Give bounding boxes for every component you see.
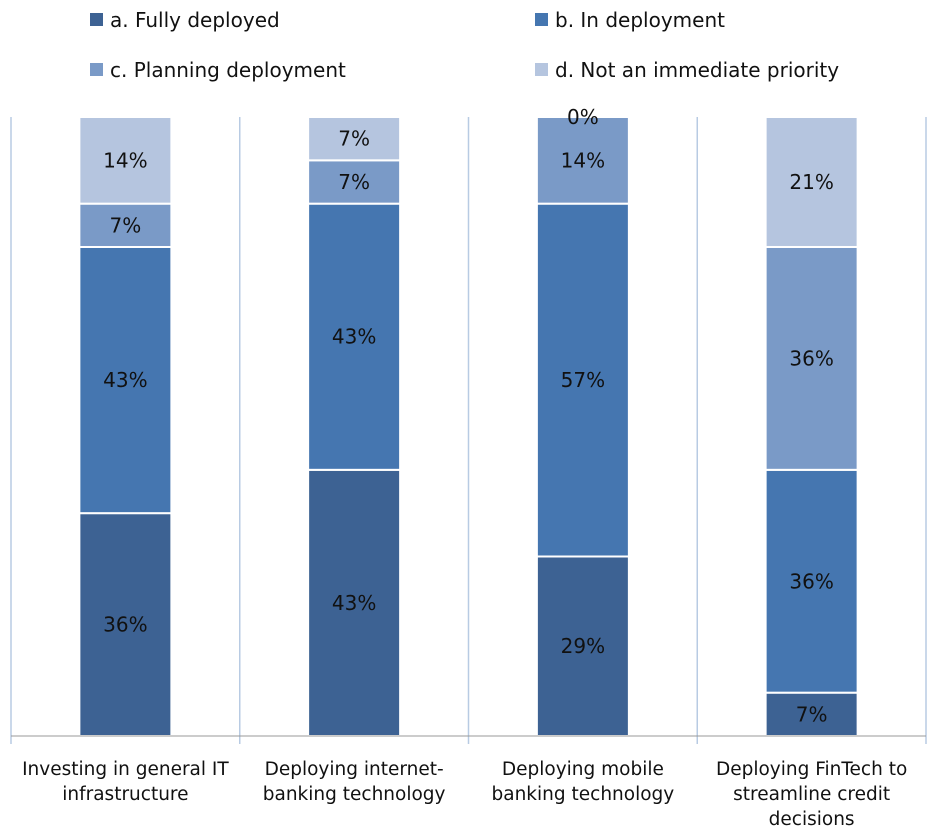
data-label-3-4: 0% (567, 105, 599, 129)
category-label-line: Deploying internet- (265, 759, 444, 780)
bar-segment-1-2 (78, 245, 173, 515)
category-label-2: Deploying internet-banking technology (263, 759, 446, 805)
category-label-line: banking technology (263, 784, 446, 805)
data-label-4-2: 36% (789, 569, 833, 593)
data-label-1-4: 14% (103, 148, 147, 172)
data-label-3-1: 29% (561, 634, 605, 658)
data-label-4-3: 36% (789, 346, 833, 370)
category-label-line: banking technology (492, 784, 675, 805)
data-label-1-3: 7% (110, 213, 142, 237)
data-label-2-3: 7% (338, 170, 370, 194)
category-label-line: decisions (769, 809, 855, 830)
legend-swatch-2 (535, 13, 548, 26)
bar-segment-4-4 (764, 116, 859, 248)
bar-segment-3-3 (535, 116, 630, 205)
category-label-line: Investing in general IT (22, 759, 229, 780)
category-label-4: Deploying FinTech to streamline credit dec… (716, 759, 907, 830)
legend-swatch-1 (90, 13, 103, 26)
category-labels: Investing in general IT infrastructure Dep… (22, 759, 907, 830)
category-label-line: infrastructure (62, 784, 188, 805)
bar-segment-4-2 (764, 468, 859, 694)
bar-segment-3-2 (535, 202, 630, 558)
category-separators (10, 117, 927, 744)
category-label-1: Investing in general IT infrastructure (22, 759, 229, 805)
bar-segment-2-4 (307, 116, 402, 162)
legend-label-3: c. Planning deployment (110, 58, 346, 82)
bars: 36% 43% 7% 14% 43% 43% 7% 7% 29% 57% 14% 0% 7% 36% 36%… (78, 105, 859, 737)
bar-segment-2-2 (307, 202, 402, 471)
data-label-4-4: 21% (789, 170, 833, 194)
category-label-3: Deploying mobile banking technology (492, 759, 675, 805)
bar-segment-1-4 (78, 116, 173, 205)
bar-segment-1-1 (78, 512, 173, 737)
legend: a. Fully deployed b. In deployment c. Plan… (90, 8, 839, 82)
data-label-2-4: 7% (338, 127, 370, 151)
data-label-4-1: 7% (796, 702, 828, 726)
category-label-line: Deploying FinTech to (716, 759, 907, 780)
data-label-2-2: 43% (332, 325, 376, 349)
legend-label-1: a. Fully deployed (110, 8, 280, 32)
bar-segment-2-1 (307, 468, 402, 737)
category-label-line: Deploying mobile (502, 759, 664, 780)
category-label-line: streamline credit (733, 784, 890, 805)
data-label-3-2: 57% (561, 368, 605, 392)
bar-segment-4-3 (764, 245, 859, 471)
legend-swatch-3 (90, 63, 103, 76)
bar-segment-3-1 (535, 555, 630, 737)
data-label-3-3: 14% (561, 148, 605, 172)
legend-label-2: b. In deployment (555, 8, 725, 32)
data-label-1-2: 43% (103, 368, 147, 392)
legend-label-4: d. Not an immediate priority (555, 58, 839, 82)
data-label-1-1: 36% (103, 613, 147, 637)
bar-segment-2-3 (307, 159, 402, 205)
bar-segment-4-1 (764, 691, 859, 737)
bar-segment-1-3 (78, 202, 173, 248)
data-label-2-1: 43% (332, 591, 376, 615)
legend-swatch-4 (535, 63, 548, 76)
